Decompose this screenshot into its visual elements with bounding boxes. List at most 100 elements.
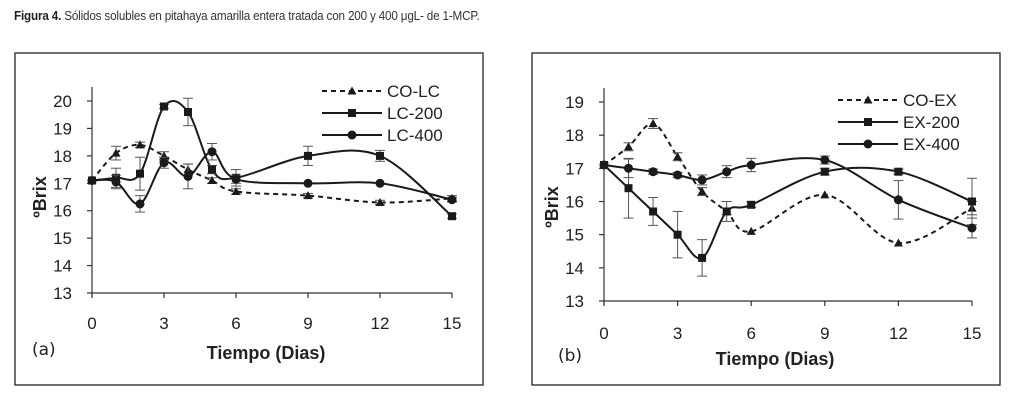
panel-label: (b) (558, 346, 582, 366)
legend-label: EX-200 (903, 113, 960, 132)
data-point (87, 176, 97, 185)
data-point (208, 165, 216, 174)
y-tick-label: 16 (565, 193, 584, 212)
chart-frame (531, 52, 1001, 386)
data-point (746, 160, 756, 170)
data-point (673, 230, 682, 239)
data-point (746, 226, 756, 235)
y-tick-label: 13 (565, 292, 584, 311)
legend-item: LC-400 (322, 126, 443, 145)
series-line (603, 164, 973, 260)
data-point (673, 170, 683, 180)
x-tick-label: 15 (963, 324, 982, 343)
data-point (624, 163, 633, 173)
series-line (603, 122, 973, 245)
data-point (135, 199, 145, 209)
legend-item: CO-LC (322, 82, 440, 101)
x-axis-title: Tiempo (Dias) (207, 343, 326, 363)
data-point (624, 184, 633, 193)
series-line (91, 143, 453, 204)
data-point (820, 155, 830, 165)
y-tick-label: 18 (565, 126, 584, 145)
data-point (648, 167, 658, 177)
y-tick-label: 13 (53, 284, 72, 303)
legend-label: LC-200 (387, 104, 443, 123)
y-tick-label: 15 (565, 226, 584, 245)
legend-marker (863, 139, 873, 149)
data-point (967, 223, 977, 233)
data-point (160, 102, 168, 111)
panel-label: (a) (32, 340, 56, 360)
y-tick-label: 14 (53, 257, 72, 276)
data-point (648, 119, 658, 128)
y-tick-label: 17 (53, 174, 72, 193)
data-point (447, 195, 457, 205)
series-line (91, 150, 453, 206)
y-tick-label: 18 (53, 147, 72, 166)
legend-label: CO-LC (387, 82, 440, 101)
data-point (304, 151, 312, 160)
data-point (111, 177, 121, 187)
legend-label: CO-EX (903, 91, 957, 110)
data-point (231, 187, 241, 195)
data-point (649, 207, 658, 216)
y-tick-label: 15 (53, 229, 72, 248)
x-tick-label: 9 (303, 314, 312, 333)
data-point (375, 198, 385, 206)
legend-label: EX-400 (903, 135, 960, 154)
data-point (894, 167, 903, 176)
chart-frame (14, 52, 484, 386)
data-point (747, 200, 756, 209)
data-point (673, 152, 683, 161)
x-tick-label: 0 (87, 314, 96, 333)
data-point (159, 158, 169, 168)
data-point (722, 167, 732, 177)
data-point (136, 169, 144, 178)
series-ex-200 (600, 157, 977, 277)
legend-item: LC-200 (322, 104, 443, 123)
figure-caption-text: Sólidos solubles en pitahaya amarilla en… (61, 8, 480, 23)
legend-marker (348, 109, 356, 117)
x-tick-label: 6 (231, 314, 240, 333)
data-point (376, 151, 384, 160)
x-tick-label: 12 (889, 324, 908, 343)
data-point (599, 160, 609, 170)
x-tick-label: 9 (820, 324, 829, 343)
data-point (697, 187, 707, 195)
x-tick-label: 3 (159, 314, 168, 333)
data-point (624, 142, 633, 151)
legend-item: CO-EX (838, 91, 957, 110)
x-tick-label: 6 (746, 324, 755, 343)
y-axis-title: ºBrix (30, 176, 50, 218)
x-tick-label: 3 (673, 324, 682, 343)
data-point (183, 171, 193, 181)
y-tick-label: 14 (565, 259, 584, 278)
data-point (375, 178, 385, 188)
data-point (207, 147, 217, 157)
data-point (820, 190, 830, 199)
data-point (184, 108, 192, 116)
y-tick-label: 19 (565, 93, 584, 112)
data-point (231, 174, 241, 184)
figure-caption: Figura 4. Sólidos solubles en pitahaya a… (14, 8, 480, 23)
data-point (135, 140, 145, 149)
data-point (722, 207, 731, 216)
series-line (603, 157, 973, 229)
legend-marker (347, 86, 357, 95)
series-line (91, 99, 453, 217)
data-point (111, 148, 121, 157)
data-point (968, 197, 976, 206)
data-point (697, 175, 707, 185)
data-point (448, 212, 456, 221)
y-tick-label: 20 (53, 92, 72, 111)
x-tick-label: 15 (443, 314, 462, 333)
y-axis-title: ºBrix (542, 186, 562, 228)
y-tick-label: 16 (53, 202, 72, 221)
x-tick-label: 12 (371, 314, 390, 333)
x-tick-label: 0 (599, 324, 608, 343)
legend-marker (347, 130, 357, 140)
legend-label: LC-400 (387, 126, 443, 145)
y-tick-label: 19 (53, 119, 72, 138)
